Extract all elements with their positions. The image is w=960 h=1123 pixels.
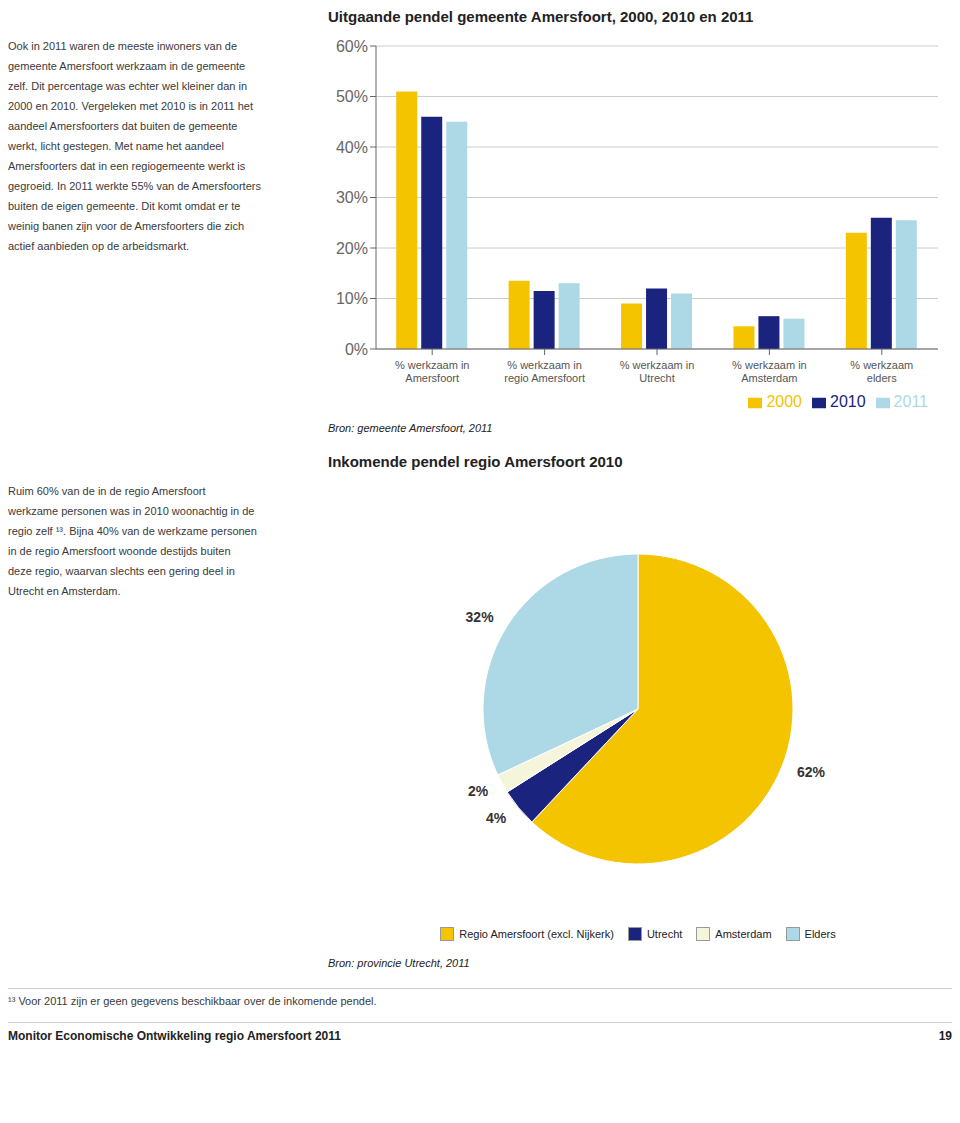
html-text:Regio Amersfoort (excl. Nijker: Regio Amersfoort (excl. Nijkerk)	[459, 928, 614, 940]
html-text:2010: 2010	[830, 393, 866, 410]
html-text:¹³ Voor 2011 zijn er geen gege: ¹³ Voor 2011 zijn er geen gegevens besch…	[8, 995, 377, 1007]
html-text:Monitor Economische Ontwikkeli: Monitor Economische Ontwikkeling regio A…	[8, 1029, 341, 1043]
svg-text:% werkzaam inAmersfoort: % werkzaam inAmersfoort	[395, 359, 470, 384]
svg-text:% werkzaam inAmsterdam: % werkzaam inAmsterdam	[732, 359, 807, 384]
html-text:Uitgaande pendel gemeente Amer: Uitgaande pendel gemeente Amersfoort, 20…	[328, 8, 754, 25]
html-text:Elders: Elders	[804, 928, 836, 940]
html-text:2000: 2000	[766, 393, 802, 410]
svg-text:62%: 62%	[797, 764, 826, 780]
html-text:Ook in 2011 waren de meeste in: Ook in 2011 waren de meeste inwoners van…	[8, 40, 261, 252]
svg-text:60%: 60%	[336, 38, 368, 55]
svg-text:30%: 30%	[336, 189, 368, 206]
html-text:Inkomende pendel regio Amersfo: Inkomende pendel regio Amersfoort 2010	[328, 453, 623, 470]
svg-text:20%: 20%	[336, 240, 368, 257]
svg-text:2%: 2%	[468, 783, 489, 799]
html-text:Bron: provincie Utrecht, 2011: Bron: provincie Utrecht, 2011	[328, 957, 470, 969]
svg-text:% werkzaam inregio Amersfoort: % werkzaam inregio Amersfoort	[504, 359, 585, 384]
html-text:Ruim 60% van de in de regio Am: Ruim 60% van de in de regio Amersfoort w…	[8, 485, 257, 597]
html-text:Utrecht: Utrecht	[646, 928, 683, 940]
svg-text:50%: 50%	[336, 88, 368, 105]
svg-text:32%: 32%	[466, 609, 495, 625]
html-text:19: 19	[938, 1029, 952, 1043]
svg-text:10%: 10%	[336, 290, 368, 307]
svg-text:4%: 4%	[486, 810, 507, 826]
html-text:2011: 2011	[893, 393, 928, 410]
svg-text:% werkzaamelders: % werkzaamelders	[850, 359, 913, 384]
html-text:Amsterdam: Amsterdam	[715, 928, 772, 940]
svg-text:0%: 0%	[345, 341, 368, 358]
svg-text:40%: 40%	[336, 139, 368, 156]
svg-text:% werkzaam inUtrecht: % werkzaam inUtrecht	[620, 359, 695, 384]
html-text:Bron: gemeente Amersfoort, 201: Bron: gemeente Amersfoort, 2011	[328, 422, 493, 434]
